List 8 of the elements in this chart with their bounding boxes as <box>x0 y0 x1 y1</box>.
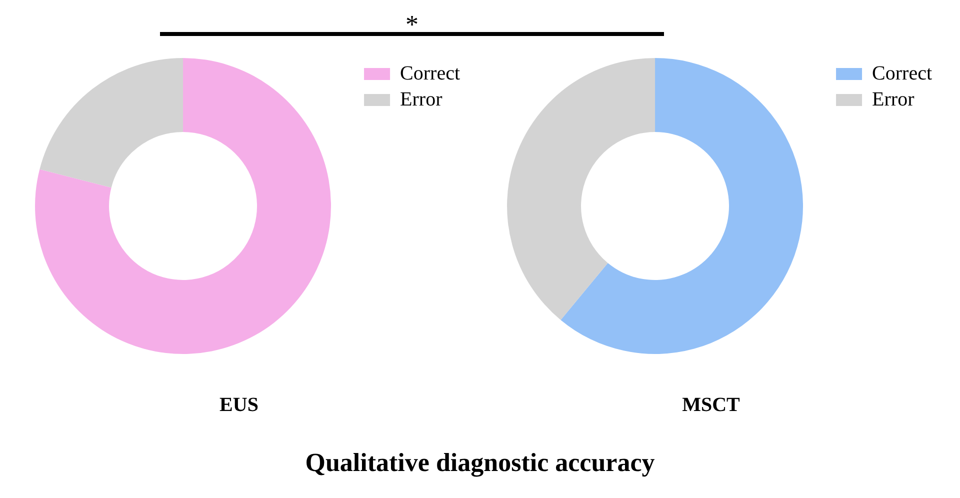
text: Qualitative diagnostic accuracy <box>304 448 656 478</box>
text: * <box>404 10 420 39</box>
legend-label: Correct <box>872 62 932 84</box>
legend-label: Error <box>872 88 915 110</box>
text: MSCT <box>682 394 741 416</box>
legend-label: Error <box>400 88 443 110</box>
legend-label: Correct <box>400 62 460 84</box>
text: EUS <box>220 394 258 416</box>
